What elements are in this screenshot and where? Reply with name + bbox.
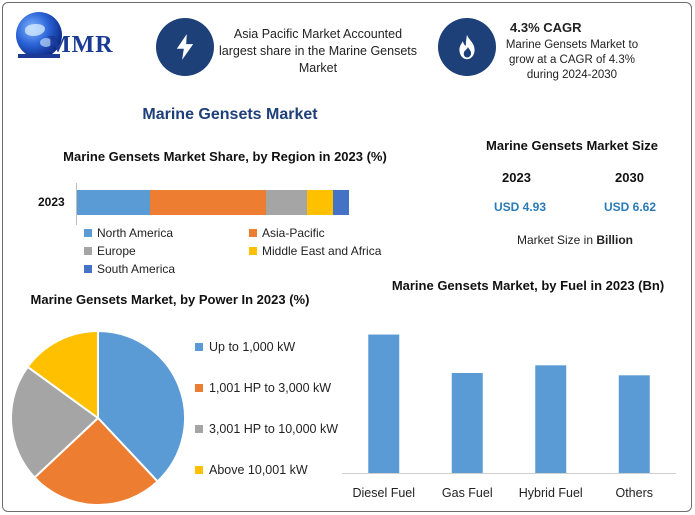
region-legend-item: Asia-Pacific	[249, 226, 325, 240]
market-size-year-2030: 2030	[615, 170, 644, 185]
legend-label: Europe	[97, 244, 136, 258]
region-chart-title: Marine Gensets Market Share, by Region i…	[63, 149, 387, 164]
legend-label: North America	[97, 226, 174, 240]
pie-slice-3-001-hp-to-10-000-kw	[10, 365, 100, 479]
legend-swatch	[195, 343, 203, 351]
cagr-title: 4.3% CAGR	[510, 20, 582, 35]
lightning-bolt-icon	[156, 18, 214, 76]
legend-label: Asia-Pacific	[262, 226, 325, 240]
region-segment-north-america	[77, 190, 151, 215]
region-segment-europe	[266, 190, 307, 215]
legend-label: 3,001 HP to 10,000 kW	[209, 422, 339, 436]
region-segment-south-america	[332, 190, 349, 215]
pie-legend-item: Above 10,001 kW	[195, 463, 308, 477]
region-legend-item: North America	[84, 226, 173, 240]
legend-swatch	[249, 247, 257, 255]
region-year-label: 2023	[38, 195, 65, 209]
power-pie-chart	[10, 329, 186, 506]
fuel-bar-chart: Diesel Fuel Gas Fuel Hybrid Fuel Others	[342, 334, 676, 500]
market-size-note: Market Size in Billion	[500, 233, 650, 247]
flame-icon	[438, 18, 496, 76]
region-legend-item: Middle East and Africa	[249, 244, 381, 258]
legend-label: 1,001 HP to 3,000 kW	[209, 381, 332, 395]
market-size-note-unit: Billion	[596, 233, 634, 247]
logo-text: MMR	[48, 32, 114, 58]
legend-swatch	[195, 466, 203, 474]
pie-slice-up-to-1-000-kw	[97, 329, 186, 483]
fuel-bar-hybrid-fuel	[535, 365, 567, 473]
pie-slice-1-001-hp-to-3-000-kw	[33, 416, 159, 506]
market-size-year-2023: 2023	[502, 170, 531, 185]
main-title: Marine Gensets Market	[142, 106, 318, 123]
fuel-bar-gas-fuel	[451, 373, 483, 473]
highlight-text: Asia Pacific Market Accounted largest sh…	[218, 27, 418, 75]
fuel-chart-title: Marine Gensets Market, by Fuel in 2023 (…	[391, 278, 665, 293]
region-legend-item: Europe	[84, 244, 136, 258]
cagr-text: Marine Gensets Market to grow at a CAGR …	[505, 39, 639, 81]
region-stacked-bar	[77, 190, 349, 215]
mmr-logo: MMR	[10, 8, 145, 64]
fuel-category-label: Diesel Fuel	[352, 486, 415, 500]
globe-icon	[16, 12, 62, 58]
legend-label: Above 10,001 kW	[209, 463, 308, 477]
legend-label: South America	[97, 262, 176, 276]
legend-swatch	[195, 425, 203, 433]
market-size-note-prefix: Market Size in	[516, 233, 597, 247]
legend-label: Up to 1,000 kW	[209, 340, 296, 354]
pie-legend-item: 1,001 HP to 3,000 kW	[195, 381, 331, 395]
fuel-bar-others	[618, 375, 650, 473]
pie-legend-item: 3,001 HP to 10,000 kW	[195, 422, 338, 436]
logo-underline	[18, 54, 60, 58]
legend-label: Middle East and Africa	[262, 244, 382, 258]
legend-swatch	[195, 384, 203, 392]
legend-swatch	[84, 265, 92, 273]
legend-swatch	[84, 247, 92, 255]
fuel-category-label: Hybrid Fuel	[519, 486, 583, 500]
pie-slice-above-10-001-kw	[26, 329, 99, 420]
market-size-value-2030: USD 6.62	[604, 200, 657, 214]
fuel-category-label: Gas Fuel	[442, 486, 493, 500]
legend-swatch	[249, 229, 257, 237]
fuel-bar-diesel-fuel	[368, 334, 400, 473]
region-legend-item: South America	[84, 262, 175, 276]
fuel-category-label: Others	[615, 486, 653, 500]
pie-legend-item: Up to 1,000 kW	[195, 340, 295, 354]
region-segment-middle-east-and-africa	[306, 190, 333, 215]
market-size-title: Marine Gensets Market Size	[486, 138, 658, 153]
market-size-value-2023: USD 4.93	[494, 200, 547, 214]
legend-swatch	[84, 229, 92, 237]
region-axis-line	[76, 183, 77, 225]
power-pie-title: Marine Gensets Market, by Power In 2023 …	[30, 292, 310, 307]
region-segment-asia-pacific	[150, 190, 267, 215]
